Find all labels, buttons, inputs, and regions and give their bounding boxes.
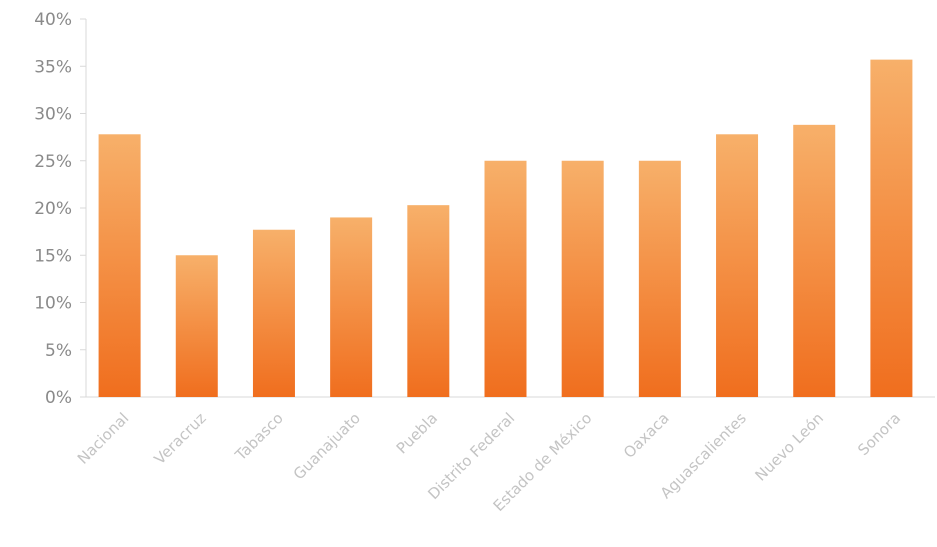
bar — [793, 124, 836, 397]
y-tick-label: 40% — [34, 10, 72, 30]
bar — [330, 217, 373, 397]
y-tick-label: 10% — [34, 294, 72, 314]
x-tick-label: Oaxaca — [620, 409, 673, 462]
x-tick-label: Tabasco — [231, 409, 287, 465]
x-tick-label: Nacional — [74, 409, 133, 468]
y-tick-label: 5% — [45, 341, 72, 361]
bar — [252, 229, 295, 397]
y-tick-label: 15% — [34, 246, 72, 266]
bar — [484, 160, 527, 397]
y-tick-label: 35% — [34, 57, 72, 77]
bar — [407, 205, 450, 397]
bar — [638, 160, 681, 397]
category-labels: Nacional Veracruz Tabasco Guanajuato PueblaD… — [74, 409, 904, 515]
bar — [561, 160, 604, 397]
bar — [175, 255, 218, 397]
y-tick-label: 0% — [45, 388, 72, 408]
x-tick-label: Veracruz — [151, 409, 210, 468]
x-tick-label: Guanajuato — [290, 409, 364, 483]
bar — [870, 59, 913, 397]
y-tick-label: 30% — [34, 105, 72, 125]
x-tick-label: Puebla — [393, 409, 441, 457]
y-tick-label: 20% — [34, 199, 72, 219]
y-tick-label: 25% — [34, 152, 72, 172]
bar — [98, 134, 141, 398]
x-tick-label: Nuevo León — [752, 409, 828, 485]
y-axis: 0% 5% 10% 15% 20% 25% 30% 35% 40% — [34, 10, 87, 408]
x-tick-label: Sonora — [854, 409, 904, 459]
bars — [98, 59, 913, 398]
bar — [716, 134, 759, 398]
